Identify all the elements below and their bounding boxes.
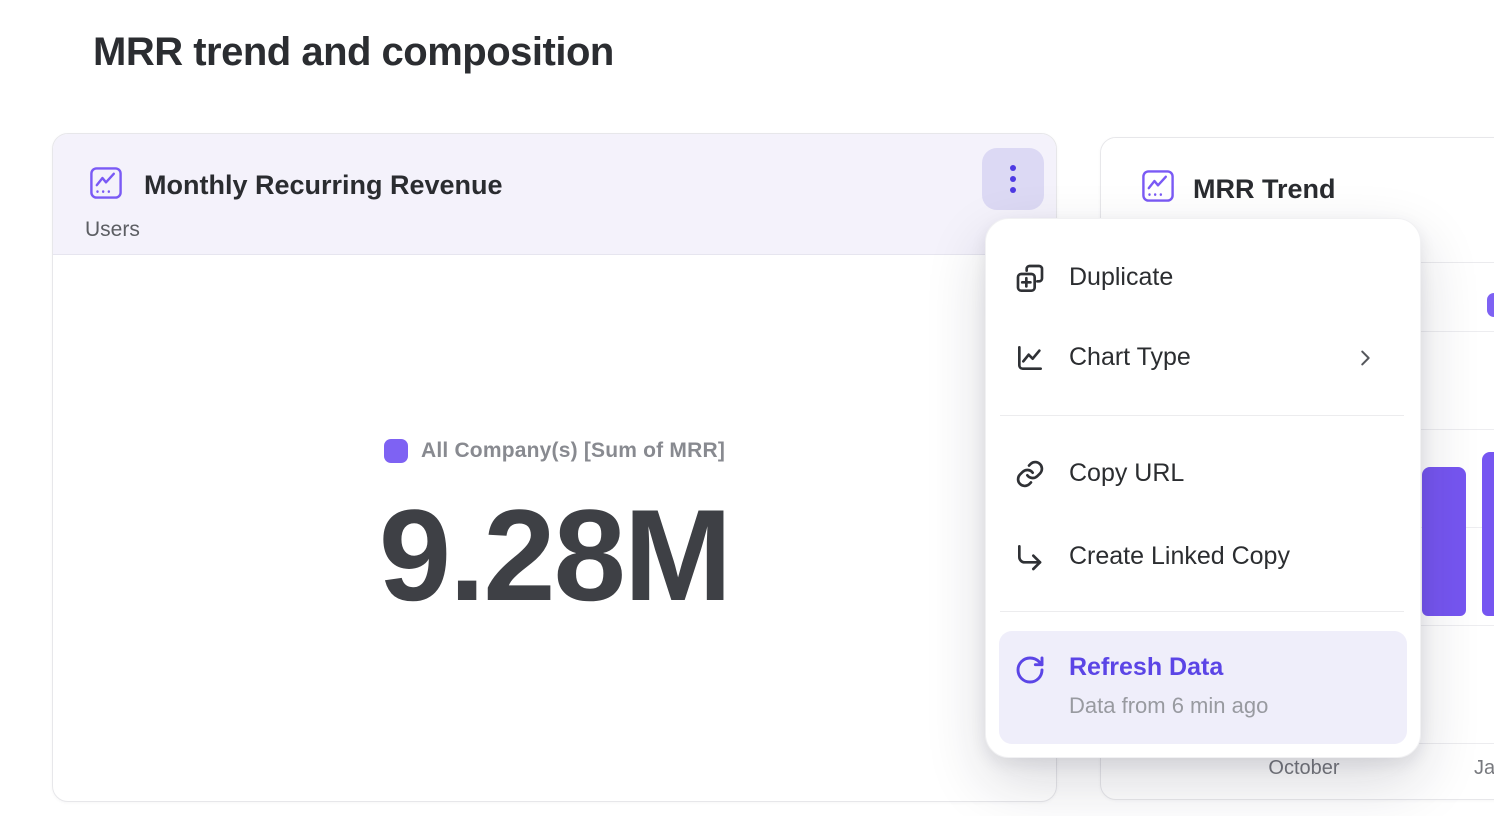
card-context-menu: Duplicate Chart Type [985,218,1421,758]
metric-big-number: 9.28M [378,482,732,628]
menu-item-label: Duplicate [1069,263,1174,291]
menu-item-chart-type[interactable]: Chart Type [986,330,1420,386]
linked-copy-icon [1014,541,1046,573]
kebab-dot [1010,165,1016,171]
chart-widget-icon [1141,169,1175,203]
menu-item-label: Copy URL [1069,459,1185,487]
chart-type-icon [1014,342,1046,374]
menu-item-create-linked-copy[interactable]: Create Linked Copy [986,529,1420,585]
link-icon [1014,458,1046,490]
menu-item-copy-url[interactable]: Copy URL [986,446,1420,502]
trend-card-title: MRR Trend [1193,174,1336,204]
menu-item-label: Create Linked Copy [1069,542,1290,570]
mrr-metric-card: Monthly Recurring Revenue Users All Comp… [52,133,1057,802]
legend-label: All Company(s) [Sum of MRR] [420,439,726,462]
trend-legend-swatch [1487,293,1494,317]
duplicate-icon [1014,262,1046,294]
metric-legend: All Company(s) [Sum of MRR] [53,439,1056,463]
x-axis-label-october: October [1268,757,1340,779]
menu-divider [1000,611,1404,612]
menu-item-duplicate[interactable]: Duplicate [986,250,1420,306]
menu-item-refresh-data[interactable]: Refresh Data Data from 6 min ago [999,631,1407,744]
menu-divider [1000,415,1404,416]
kebab-menu-button[interactable] [982,148,1044,210]
page-title: MRR trend and composition [93,30,614,74]
bar-series-1 [1482,452,1494,616]
refresh-icon [1014,654,1046,686]
mrr-card-body: All Company(s) [Sum of MRR] 9.28M [53,256,1056,801]
chevron-right-icon [1354,347,1376,369]
kebab-dot [1010,176,1016,182]
refresh-data-timestamp: Data from 6 min ago [1069,693,1269,718]
mrr-card-header: Monthly Recurring Revenue Users [53,134,1056,255]
kebab-dot [1010,187,1016,193]
mrr-card-subtitle: Users [85,218,140,241]
menu-item-label: Chart Type [1069,343,1191,371]
legend-swatch [383,439,408,463]
chart-widget-icon [89,166,123,200]
bar-series-1 [1422,467,1466,616]
refresh-data-label: Refresh Data [1069,653,1224,681]
mrr-card-title: Monthly Recurring Revenue [144,170,503,200]
x-axis-label-january-partial: Ja [1474,757,1494,779]
